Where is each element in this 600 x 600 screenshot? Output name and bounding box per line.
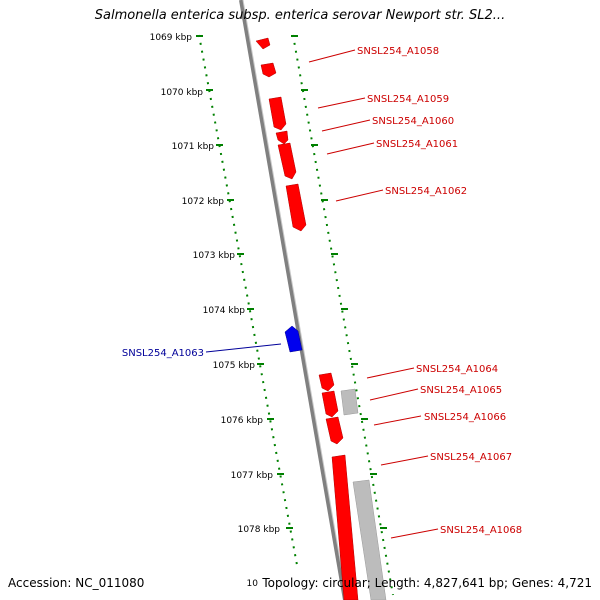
- gene-arrow[interactable]: [255, 37, 271, 50]
- gene-label[interactable]: SNSL254_A1060: [372, 116, 454, 127]
- gene-label[interactable]: SNSL254_A1065: [420, 385, 502, 396]
- forward-genes: [255, 37, 359, 600]
- gene-arrow[interactable]: [268, 96, 287, 131]
- gene-arrow[interactable]: [275, 130, 289, 145]
- gene-label[interactable]: SNSL254_A1061: [376, 139, 458, 150]
- label-leader: [366, 367, 415, 379]
- ruler-dotted-line: [198, 34, 298, 566]
- label-leader: [380, 455, 429, 466]
- backbone-highlight: [242, 0, 348, 600]
- genome-title: Salmonella enterica subsp. enterica sero…: [94, 8, 506, 23]
- label-leader: [205, 343, 282, 353]
- feature-block: [340, 388, 359, 416]
- gene-label[interactable]: SNSL254_A1064: [416, 364, 498, 375]
- topology-summary: Topology: circular; Length: 4,827,641 bp…: [262, 576, 592, 590]
- forward-gene-labels: SNSL254_A1058 SNSL254_A1059 SNSL254_A106…: [308, 46, 522, 539]
- label-leader: [390, 528, 439, 539]
- label-leader: [326, 142, 375, 155]
- gene-arrow[interactable]: [321, 390, 339, 418]
- gene-label[interactable]: SNSL254_A1066: [424, 412, 506, 423]
- gene-arrow-reverse[interactable]: [284, 325, 303, 353]
- label-leader: [321, 119, 371, 132]
- gene-label[interactable]: SNSL254_A1063: [122, 348, 204, 359]
- gene-label[interactable]: SNSL254_A1059: [367, 94, 449, 105]
- gene-arrow[interactable]: [325, 416, 344, 445]
- ruler-tick-label: 1076 kbp: [221, 416, 264, 426]
- ruler-tick-label: 1073 kbp: [193, 251, 236, 261]
- gene-arrow[interactable]: [331, 454, 359, 600]
- accession-text: Accession: NC_011080: [8, 576, 145, 590]
- feature-block: [352, 479, 387, 600]
- ruler-tick-label: 1071 kbp: [172, 142, 215, 152]
- ruler-tick-label: 1074 kbp: [203, 306, 246, 316]
- label-leader: [335, 189, 384, 202]
- gene-arrow[interactable]: [318, 372, 335, 392]
- gene-arrow[interactable]: [285, 183, 307, 232]
- ruler-tick-label: 1070 kbp: [161, 88, 204, 98]
- label-leader: [369, 388, 419, 401]
- backbone-line: [239, 0, 347, 600]
- ruler-tick-label: 10: [247, 579, 259, 589]
- ruler-tick-label: 1075 kbp: [213, 361, 256, 371]
- gene-label[interactable]: SNSL254_A1068: [440, 525, 522, 536]
- label-leader: [317, 97, 366, 109]
- gene-label[interactable]: SNSL254_A1058: [357, 46, 439, 57]
- gene-label[interactable]: SNSL254_A1062: [385, 186, 467, 197]
- label-leader: [373, 415, 422, 426]
- ruler-tick-label: 1077 kbp: [231, 471, 274, 481]
- feature-ticks: [291, 35, 387, 529]
- ruler-tick-label: 1069 kbp: [150, 33, 193, 43]
- gene-arrow[interactable]: [277, 142, 297, 180]
- label-leader: [308, 49, 356, 63]
- gene-label[interactable]: SNSL254_A1067: [430, 452, 512, 463]
- ruler-tick-label: 1072 kbp: [182, 197, 225, 207]
- gene-arrow[interactable]: [260, 62, 277, 78]
- reverse-gene-labels: SNSL254_A1063: [122, 343, 282, 359]
- ruler-tick-label: 1078 kbp: [238, 525, 281, 535]
- ruler-ticks: 1069 kbp 1070 kbp 1071 kbp 1072 kbp 1073…: [150, 33, 293, 589]
